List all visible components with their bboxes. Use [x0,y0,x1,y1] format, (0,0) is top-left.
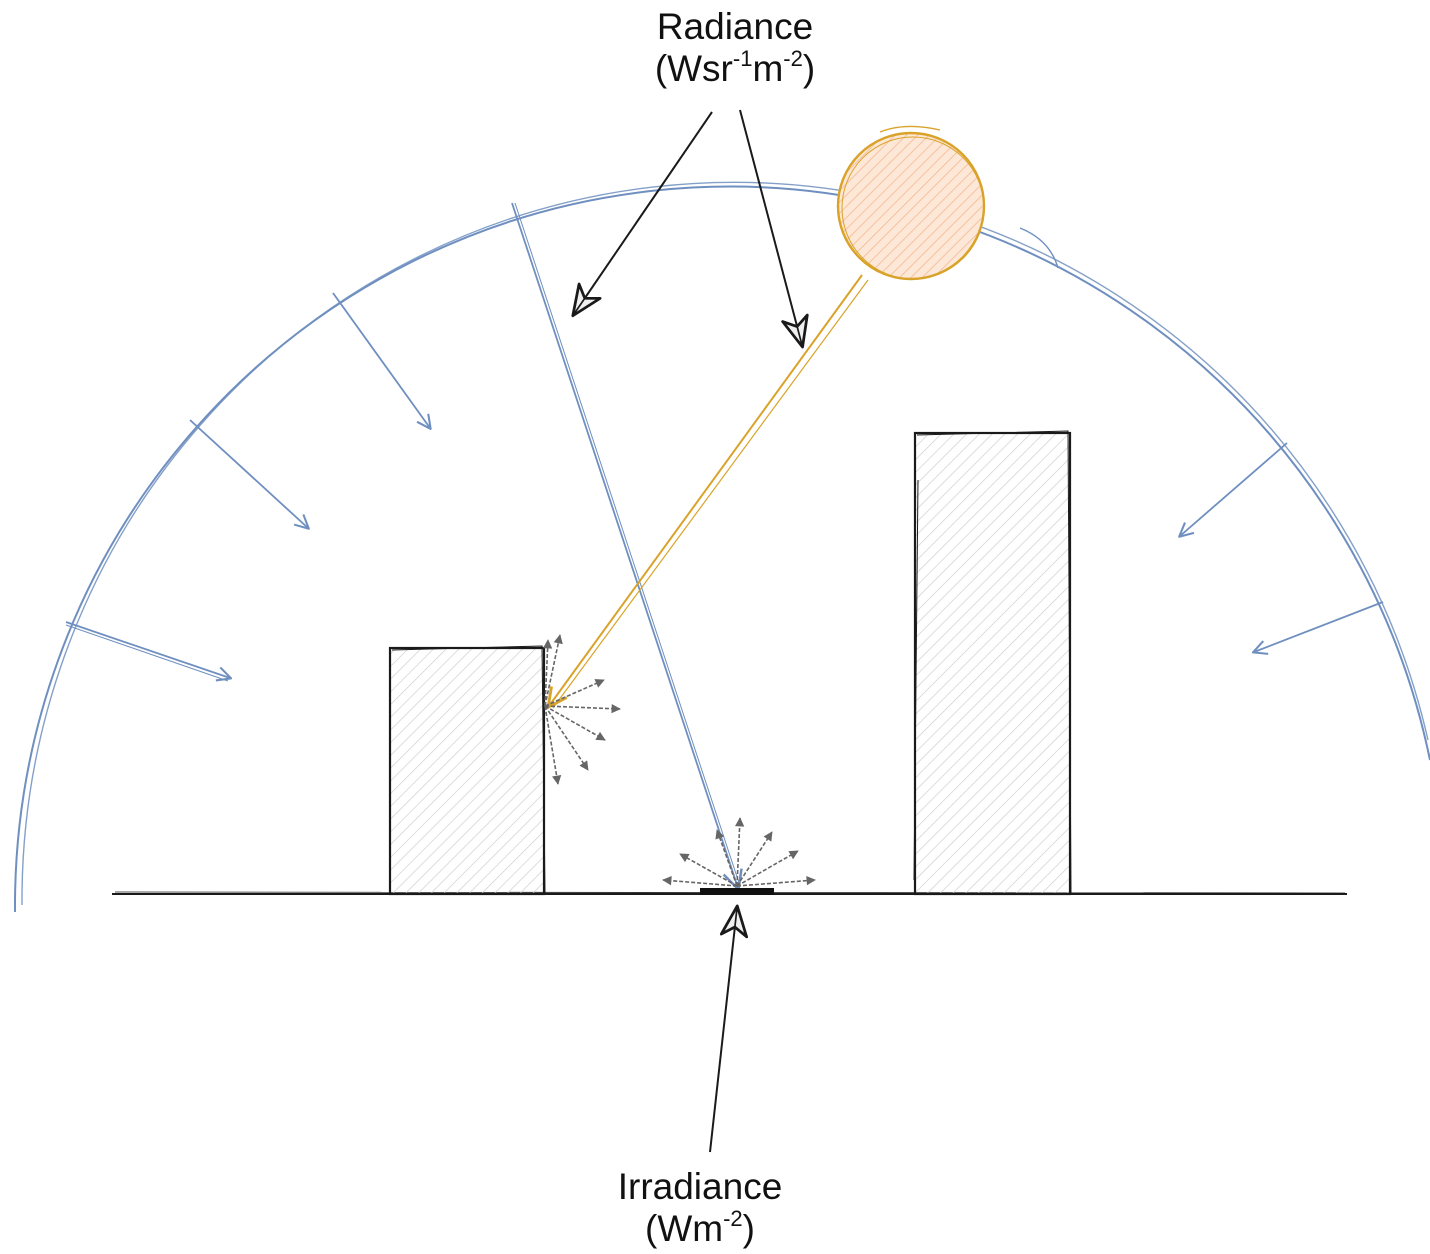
radiance-title: Radiance [656,6,814,47]
ground [112,888,1347,895]
radiance-callout-arrows [571,109,809,349]
sky-radiance-arrows [65,202,1384,891]
building-left [388,645,546,896]
sky-dome [13,181,1430,913]
sun-ray [546,274,869,709]
ground-scatter-arrows [662,817,816,887]
ground-sensor-patch [700,888,774,895]
radiance-label: Radiance (Wsr-1m-2) [620,6,850,90]
building-right [913,430,1072,896]
irradiance-label: Irradiance (Wm-2) [585,1166,815,1250]
wall-scatter-arrows [542,634,621,785]
sky-arrow-2 [189,419,310,530]
sky-arrow-4 [1178,442,1288,538]
radiance-arrow-right [739,109,809,349]
irradiance-title: Irradiance [617,1166,783,1207]
sun-circle-icon [836,131,986,281]
sun [836,125,986,281]
radiance-arrow-left [571,111,713,318]
sky-arrow-3 [332,292,432,430]
radiance-unit: (Wsr-1m-2) [654,46,816,90]
irradiance-callout-arrow [709,904,749,1153]
sky-arrow-5 [1251,601,1384,655]
sky-arrow-1 [65,621,233,682]
irradiance-unit: (Wm-2) [645,1206,755,1250]
sky-ray-to-ground [511,202,743,891]
